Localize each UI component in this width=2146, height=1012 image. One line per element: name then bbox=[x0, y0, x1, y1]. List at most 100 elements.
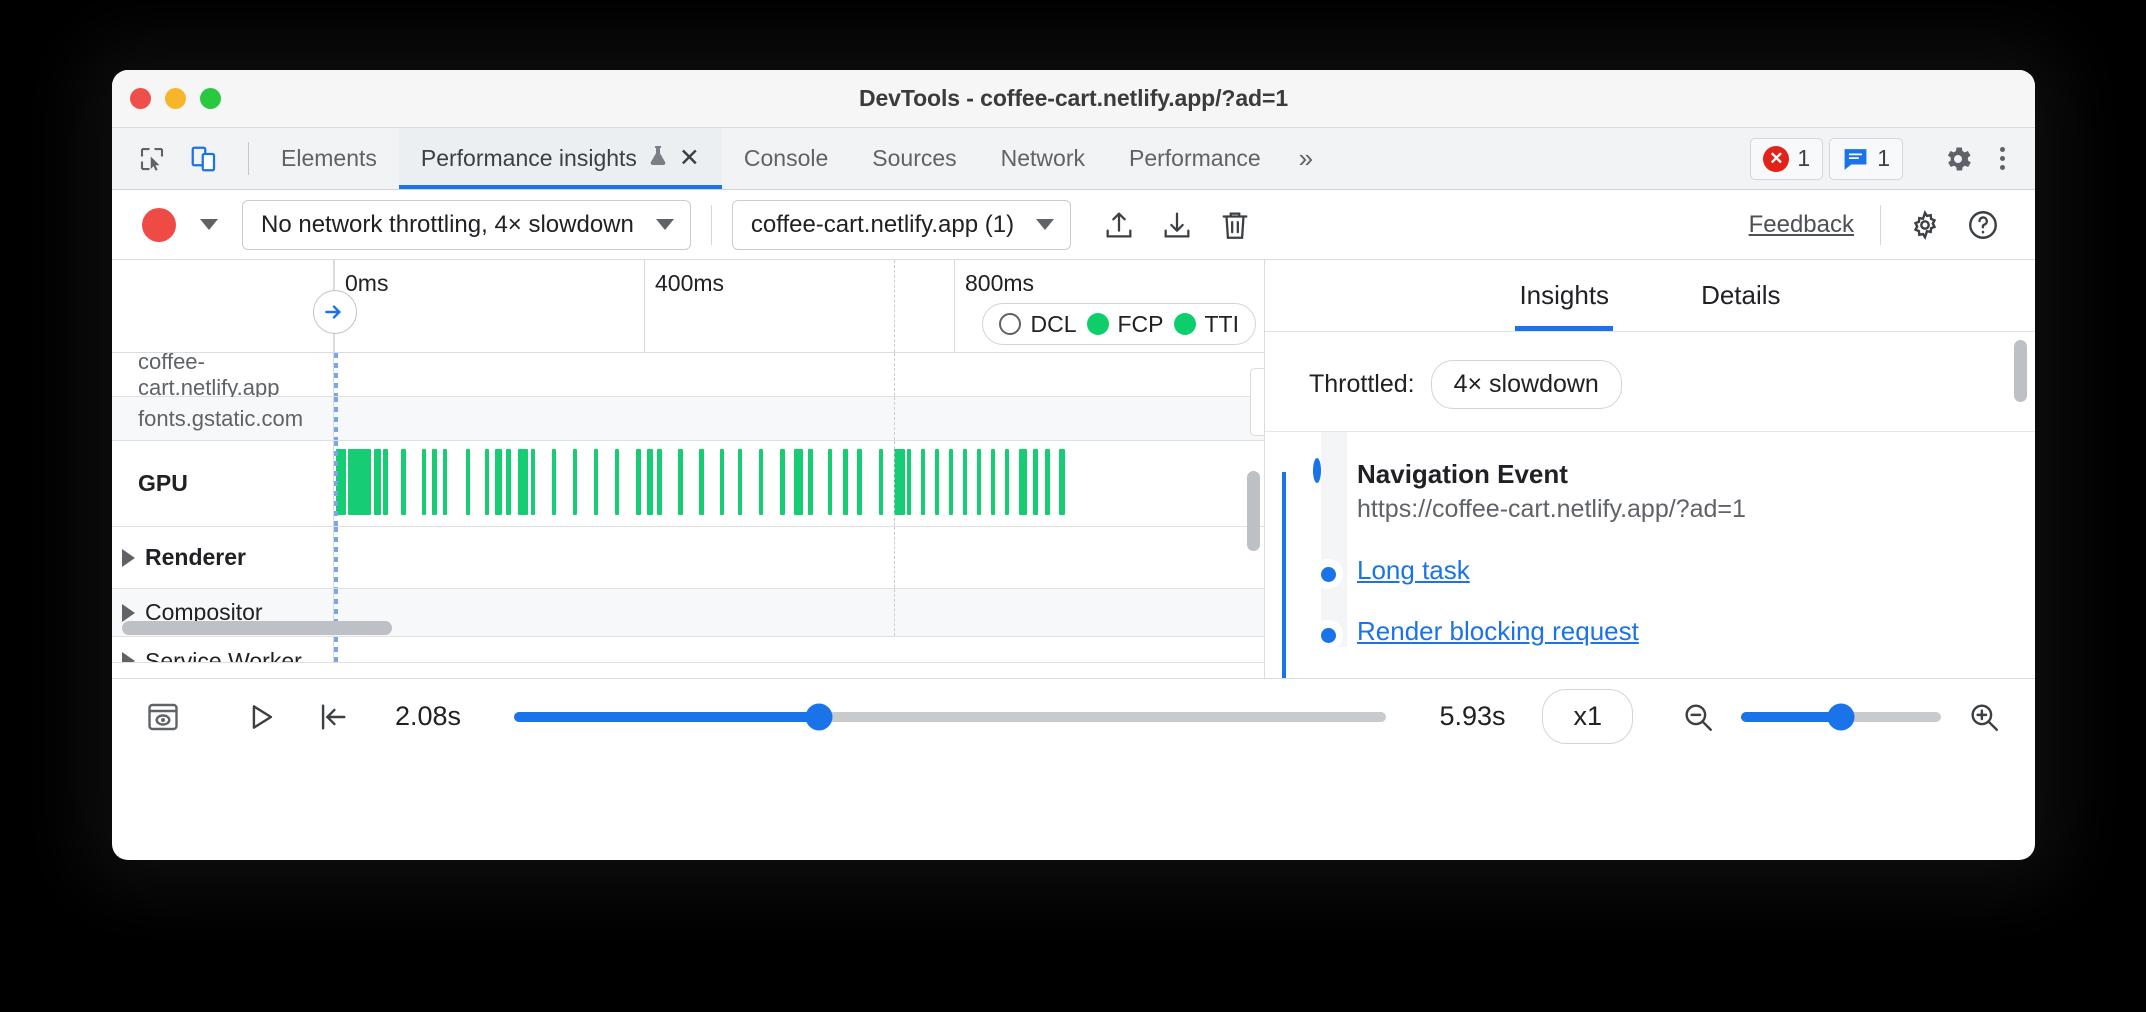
gpu-activity-bar[interactable] bbox=[878, 449, 883, 515]
gpu-activity-bar[interactable] bbox=[920, 449, 926, 515]
playhead-slider[interactable] bbox=[514, 703, 1387, 730]
expand-triangle-icon[interactable] bbox=[122, 548, 135, 567]
gpu-activity-bar[interactable] bbox=[794, 449, 803, 515]
gpu-activity-bar[interactable] bbox=[720, 449, 724, 515]
list-item[interactable]: Navigation Event https://coffee-cart.net… bbox=[1309, 458, 2035, 525]
list-item[interactable]: Render blocking request bbox=[1309, 616, 2035, 650]
tab-network[interactable]: Network bbox=[979, 128, 1107, 189]
gpu-activity-bar[interactable] bbox=[976, 449, 982, 515]
track-body[interactable] bbox=[334, 353, 1264, 396]
error-count-badge[interactable]: ✕ 1 bbox=[1750, 137, 1824, 180]
gpu-activity-bar[interactable] bbox=[348, 449, 371, 515]
gpu-activity-bar[interactable] bbox=[646, 449, 653, 515]
track-row-network-fonts[interactable]: fonts.gstatic.com bbox=[112, 397, 1264, 441]
track-row-network-main[interactable]: coffee-cart.netlify.app bbox=[112, 349, 1264, 400]
gear-icon[interactable] bbox=[1901, 201, 1949, 249]
gear-icon[interactable] bbox=[1936, 137, 1980, 181]
tab-details[interactable]: Details bbox=[1687, 260, 1794, 331]
gpu-activity-bar[interactable] bbox=[636, 449, 641, 515]
trash-icon[interactable] bbox=[1211, 201, 1259, 249]
download-icon[interactable] bbox=[1153, 201, 1201, 249]
track-row-renderer[interactable]: Renderer bbox=[112, 527, 1264, 589]
gpu-activity-bar[interactable] bbox=[485, 449, 490, 515]
gpu-activity-bar[interactable] bbox=[506, 449, 512, 515]
gpu-activity-bar[interactable] bbox=[808, 449, 813, 515]
slider-knob[interactable] bbox=[1827, 703, 1855, 730]
track-body[interactable] bbox=[334, 637, 1264, 662]
feedback-link[interactable]: Feedback bbox=[1748, 210, 1854, 238]
track-label-group[interactable]: Renderer bbox=[112, 527, 334, 588]
gpu-activity-bar[interactable] bbox=[962, 449, 968, 515]
track-row-gpu[interactable]: GPU bbox=[112, 441, 1264, 527]
gpu-activity-bar[interactable] bbox=[780, 449, 785, 515]
tab-insights[interactable]: Insights bbox=[1505, 260, 1623, 331]
gpu-track-body[interactable] bbox=[334, 441, 1264, 526]
tab-elements[interactable]: Elements bbox=[259, 128, 399, 189]
insights-vertical-scrollbar[interactable] bbox=[2014, 340, 2027, 402]
tab-performance-insights[interactable]: Performance insights ✕ bbox=[398, 128, 722, 189]
gpu-activity-bar[interactable] bbox=[432, 449, 437, 515]
filmstrip-icon[interactable] bbox=[138, 692, 188, 742]
zoom-out-icon[interactable] bbox=[1673, 692, 1723, 742]
gpu-activity-bar[interactable] bbox=[843, 449, 848, 515]
gpu-activity-bar[interactable] bbox=[894, 449, 905, 515]
marker-tti[interactable]: TTI bbox=[1173, 311, 1239, 338]
expand-triangle-icon[interactable] bbox=[122, 652, 135, 662]
minimize-window-button[interactable] bbox=[165, 88, 186, 109]
gpu-activity-bar[interactable] bbox=[572, 449, 578, 515]
close-window-button[interactable] bbox=[130, 88, 151, 109]
close-tab-button[interactable]: ✕ bbox=[678, 144, 700, 172]
gpu-activity-bar[interactable] bbox=[857, 449, 862, 515]
gpu-activity-bar[interactable] bbox=[442, 449, 448, 515]
navigation-marker-icon[interactable] bbox=[313, 290, 357, 334]
maximize-window-button[interactable] bbox=[200, 88, 221, 109]
gpu-activity-bar[interactable] bbox=[551, 449, 557, 515]
track-body[interactable] bbox=[334, 527, 1264, 588]
gpu-activity-bar[interactable] bbox=[518, 449, 529, 515]
timeline-vertical-scrollbar[interactable] bbox=[1247, 471, 1260, 551]
trace-select[interactable]: coffee-cart.netlify.app (1) bbox=[731, 199, 1072, 250]
gpu-activity-bar[interactable] bbox=[827, 449, 832, 515]
tab-console[interactable]: Console bbox=[722, 128, 850, 189]
track-label-group[interactable]: Service Worker bbox=[112, 637, 334, 662]
help-icon[interactable] bbox=[1959, 201, 2007, 249]
gpu-activity-bar[interactable] bbox=[1045, 449, 1050, 515]
gpu-activity-bar[interactable] bbox=[494, 449, 502, 515]
long-task-link[interactable]: Long task bbox=[1357, 555, 1470, 585]
message-count-badge[interactable]: 1 bbox=[1829, 137, 1903, 180]
marker-fcp[interactable]: FCP bbox=[1086, 311, 1164, 338]
gpu-activity-bar[interactable] bbox=[1019, 449, 1027, 515]
throttling-select[interactable]: No network throttling, 4× slowdown bbox=[242, 199, 691, 250]
inspect-element-icon[interactable] bbox=[130, 137, 174, 181]
track-label-group[interactable]: Compositor bbox=[112, 589, 334, 636]
gpu-activity-bar[interactable] bbox=[530, 449, 536, 515]
zoom-in-icon[interactable] bbox=[1959, 692, 2009, 742]
gpu-activity-bar[interactable] bbox=[383, 449, 388, 515]
track-body[interactable] bbox=[334, 397, 1264, 440]
slider-knob[interactable] bbox=[805, 703, 833, 730]
gpu-activity-bar[interactable] bbox=[1005, 449, 1010, 515]
gpu-activity-bar[interactable] bbox=[593, 449, 599, 515]
tab-performance[interactable]: Performance bbox=[1107, 128, 1283, 189]
chevron-right-icon[interactable]: › bbox=[1250, 368, 1264, 436]
gpu-activity-bar[interactable] bbox=[400, 449, 407, 515]
record-button[interactable] bbox=[142, 207, 176, 242]
render-blocking-request-link[interactable]: Render blocking request bbox=[1357, 616, 1639, 646]
gpu-activity-bar[interactable] bbox=[738, 449, 743, 515]
gpu-activity-bar[interactable] bbox=[948, 449, 954, 515]
gpu-activity-bar[interactable] bbox=[1033, 449, 1038, 515]
upload-icon[interactable] bbox=[1095, 201, 1143, 249]
gpu-activity-bar[interactable] bbox=[699, 449, 704, 515]
track-body[interactable] bbox=[334, 589, 1264, 636]
more-tabs-chevron-icon[interactable]: » bbox=[1298, 143, 1314, 173]
gpu-activity-bar[interactable] bbox=[615, 449, 620, 515]
gpu-activity-bar[interactable] bbox=[934, 449, 940, 515]
zoom-slider[interactable] bbox=[1741, 703, 1941, 730]
gpu-activity-bar[interactable] bbox=[678, 449, 683, 515]
expand-triangle-icon[interactable] bbox=[122, 603, 135, 622]
jump-to-start-icon[interactable] bbox=[308, 692, 358, 742]
list-item[interactable]: Long task bbox=[1309, 555, 2035, 589]
gpu-activity-bar[interactable] bbox=[421, 449, 427, 515]
playback-rate-button[interactable]: x1 bbox=[1542, 689, 1633, 744]
gpu-activity-bar[interactable] bbox=[374, 449, 382, 515]
